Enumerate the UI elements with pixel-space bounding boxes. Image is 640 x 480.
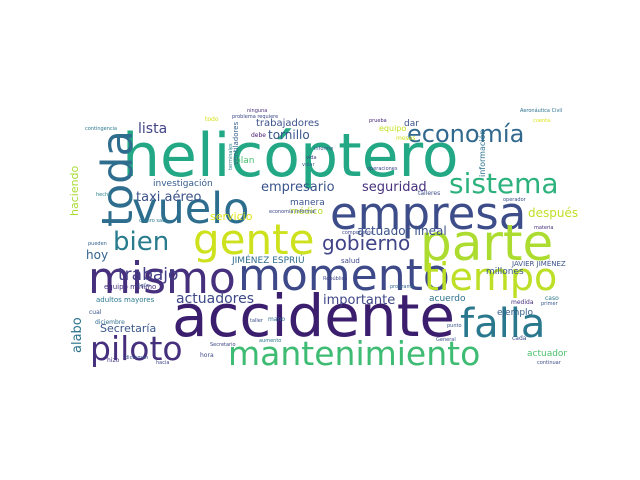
word-dar: dar <box>404 119 419 129</box>
word-algun: algún <box>136 282 150 289</box>
word-diciembre: diciembre <box>95 319 125 326</box>
word-talleres: talleres <box>418 190 440 197</box>
word-hecho: hecho <box>96 192 111 198</box>
word-debe: debe <box>251 132 266 139</box>
word-bien: bien <box>113 227 169 257</box>
word-acuerdo: acuerdo <box>429 294 466 304</box>
word-programa: programa <box>390 284 414 290</box>
word-equipo-minimo: equipo mínimo <box>104 283 156 291</box>
word-economia: economía <box>407 120 524 148</box>
word-medico: médico <box>290 206 323 217</box>
word-gobierno: gobierno <box>322 231 410 255</box>
word-helicoptero: helicóptero <box>122 121 459 191</box>
word-hizo: hizo <box>107 357 120 364</box>
word-haciendo: haciendo <box>68 165 81 216</box>
word-tiempo: tiempo <box>424 255 557 299</box>
word-cada: cada <box>512 335 527 342</box>
word-accidente: accidente <box>172 282 455 350</box>
word-falla: falla <box>460 301 545 347</box>
word-hoy: hoy <box>86 248 108 262</box>
word-volar: volar <box>302 162 315 168</box>
word-ninguna: ninguna <box>247 108 267 114</box>
word-operador: operador <box>503 197 527 203</box>
word-hacia: hacia <box>156 360 169 366</box>
word-despues: después <box>528 206 578 220</box>
word-hora: hora <box>200 352 214 359</box>
word-aumento: aumento <box>259 338 281 344</box>
word-republica: República <box>323 275 347 282</box>
word-vida: vida <box>306 155 317 161</box>
word-informacion: información <box>477 130 487 177</box>
word-empresario: empresario <box>261 180 335 195</box>
word-tornillo: tornillo <box>268 128 310 142</box>
word-contingencia: contingencia <box>85 126 117 132</box>
word-caso: caso <box>545 295 559 302</box>
word-ejemplo: ejemplo <box>497 308 534 318</box>
word-actuadores: actuadores <box>176 291 254 307</box>
word-lista: lista <box>138 121 167 137</box>
word-equipo: equipo <box>379 124 406 133</box>
word-sistema: sistema <box>449 167 559 200</box>
word-adultos-mayores: adultos mayores <box>96 296 155 304</box>
word-problema-requiere: problema requiere <box>232 114 278 120</box>
word-medida: medida <box>511 299 534 306</box>
word-gente: gente <box>193 215 314 264</box>
word-secretaria: Secretaría <box>100 322 156 335</box>
word-pueden: pueden <box>88 241 107 247</box>
word-vuelo: vuelo <box>132 184 249 234</box>
word-ventiladores: ventiladores <box>232 121 240 165</box>
word-aeronautica-civil: Aeronáutica Civil <box>520 107 562 114</box>
word-mantenimiento: mantenimiento <box>228 334 480 373</box>
word-economia-informal: economía informal <box>269 208 316 215</box>
word-seguridad: seguridad <box>362 180 427 195</box>
word-dictamen: dictamen <box>125 355 148 361</box>
word-general: General <box>436 337 456 343</box>
word-servicio: servicio <box>210 210 253 223</box>
word-cual: cual <box>89 309 102 316</box>
word-taxi-aereo: taxi aéreo <box>136 190 202 205</box>
word-toda: toda <box>93 130 143 227</box>
word-momento: momento <box>238 250 450 301</box>
word-informe: informe <box>314 146 333 152</box>
word-investigacion: investigación <box>153 178 213 189</box>
word-empresa: empresa <box>330 187 526 240</box>
word-actuador-lineal: actuador lineal <box>357 224 447 238</box>
word-jimenez-espriu: JIMÉNEZ ESPRIÚ <box>231 254 305 266</box>
word-parte: parte <box>420 214 553 272</box>
word-salud: salud <box>341 257 360 265</box>
word-millones: millones <box>486 267 524 277</box>
word-quiero-saca: quiero saca <box>139 218 168 224</box>
word-piloto: piloto <box>90 329 183 368</box>
word-cuenta: cuenta <box>533 118 550 124</box>
word-materia: materia <box>534 225 553 231</box>
word-actuador: actuador <box>527 349 567 359</box>
word-todo: todo <box>205 116 219 123</box>
word-continuar: continuar <box>537 360 562 366</box>
word-mismo: mismo <box>88 253 236 304</box>
word-secretario: Secretario <box>210 342 236 348</box>
word-meses: meses <box>396 135 415 142</box>
word-taller: taller <box>250 318 264 324</box>
word-punto: punto <box>447 323 462 329</box>
word-importante: importante <box>323 293 395 308</box>
word-prueba: prueba <box>369 118 387 124</box>
word-operaciones: operaciones <box>367 166 398 172</box>
word-mano: mano <box>268 316 285 323</box>
word-trabajadores: trabajadores <box>256 118 319 129</box>
word-manera: manera <box>290 198 325 208</box>
word-trabajo: trabajo <box>118 265 178 285</box>
word-alabo: alabo <box>70 317 85 353</box>
word-javier-jimenez: JAVIER JIMÉNEZ <box>511 259 566 268</box>
word-plan: plan <box>235 156 254 166</box>
word-componente: componente <box>342 230 373 236</box>
word-terminales: terminales <box>228 143 234 170</box>
word-primer: primer <box>541 301 559 307</box>
